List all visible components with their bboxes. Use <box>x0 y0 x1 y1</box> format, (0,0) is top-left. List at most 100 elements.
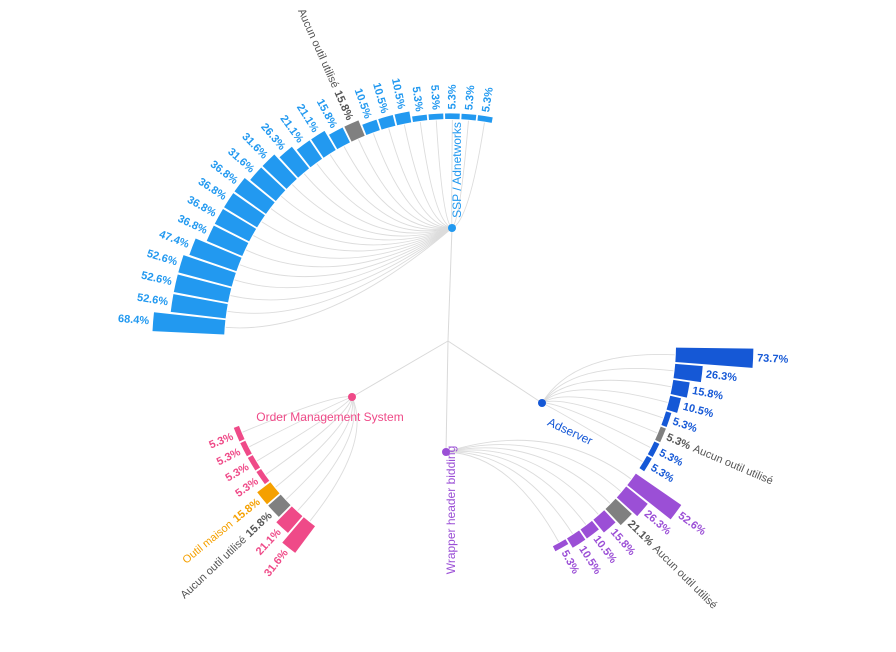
value-label: 52.6% <box>136 292 169 309</box>
link-wrapper-1 <box>445 444 622 492</box>
bar-adserver-5 <box>655 426 666 443</box>
link-ssp-6 <box>253 227 453 259</box>
bars-layer <box>152 111 754 553</box>
category-label <box>113 211 158 238</box>
group-node-ssp <box>448 224 456 232</box>
link-adserver-3 <box>541 389 668 404</box>
value-label: 5.3% <box>428 84 442 110</box>
link-adserver-5 <box>541 400 658 434</box>
value-label: 15.8% <box>691 385 724 403</box>
bar-ssp-23 <box>477 115 493 123</box>
bar-ssp-0 <box>152 312 226 335</box>
bar-label: 73.7% <box>757 352 837 367</box>
bar-adserver-6 <box>647 441 660 457</box>
category-label <box>425 37 440 82</box>
bar-label: 5.3% <box>559 548 605 618</box>
category-label <box>132 192 177 221</box>
hub-link <box>447 227 453 342</box>
bar-oms-0 <box>282 517 316 553</box>
bar-label: 5.3% <box>480 39 503 113</box>
link-wrapper-4 <box>445 450 587 525</box>
link-oms-3 <box>275 396 353 488</box>
group-nodes: SSP / Adnetworks Adserver Wrapper header b… <box>256 122 595 574</box>
bar-adserver-1 <box>673 363 703 383</box>
bar-label: 5.3% <box>463 37 481 111</box>
link-ssp-10 <box>291 184 453 237</box>
link-wrapper-3 <box>445 449 599 515</box>
category-label <box>403 38 421 83</box>
bar-adserver-3 <box>666 395 681 413</box>
link-adserver-4 <box>541 396 664 419</box>
bar-label: 52.6% <box>676 510 747 567</box>
value-label: 5.3% <box>671 416 699 436</box>
link-wrapper-6 <box>445 451 560 543</box>
link-ssp-9 <box>280 195 453 241</box>
link-ssp-19 <box>419 121 453 229</box>
group-label-ssp: SSP / Adnetworks <box>450 122 464 218</box>
bar-label: 5.3% <box>446 36 459 109</box>
value-label: 73.7% <box>757 352 789 365</box>
link-ssp-5 <box>245 227 453 268</box>
bar-ssp-21 <box>445 113 460 120</box>
bar-label: 15.8% <box>691 385 771 411</box>
link-ssp-15 <box>358 139 453 229</box>
category-label <box>70 309 115 324</box>
category-label <box>89 284 134 302</box>
bar-ssp-10 <box>262 154 297 189</box>
bar-ssp-11 <box>279 146 310 178</box>
bar-wrapper-6 <box>552 539 569 552</box>
bar-ssp-1 <box>170 294 228 319</box>
value-label: 52.6% <box>145 248 179 269</box>
bar-ssp-20 <box>428 113 444 120</box>
link-ssp-3 <box>234 227 453 289</box>
link-adserver-6 <box>541 402 651 448</box>
link-ssp-0 <box>225 227 453 329</box>
bar-wrapper-4 <box>580 520 599 539</box>
value-label: 10.5% <box>682 401 715 421</box>
value-label: 10.5% <box>389 77 407 110</box>
value-label: 5.3% <box>410 86 425 113</box>
hub-link <box>351 340 449 398</box>
bar-oms-1 <box>276 506 303 533</box>
value-label: 5.3% <box>463 85 477 111</box>
link-adserver-1 <box>541 368 674 404</box>
value-label: 47.4% <box>157 228 191 250</box>
link-oms-5 <box>256 396 353 462</box>
bar-ssp-2 <box>173 274 232 303</box>
link-ssp-11 <box>303 173 453 234</box>
link-wrapper-2 <box>445 447 611 504</box>
bar-ssp-5 <box>206 225 249 257</box>
category-label <box>99 234 145 258</box>
link-adserver-0 <box>541 354 675 404</box>
bar-oms-6 <box>240 440 252 457</box>
link-oms-0 <box>309 396 358 522</box>
bar-label: 5.3% <box>403 38 425 112</box>
value-label: 26.3% <box>705 369 738 385</box>
hub-link <box>447 340 543 404</box>
category-label <box>447 36 459 80</box>
link-ssp-12 <box>316 163 453 232</box>
category-label <box>93 259 139 280</box>
bar-oms-4 <box>256 468 270 485</box>
value-label: 10.5% <box>370 81 390 114</box>
group-label-wrapper: Wrapper header bidding <box>444 446 458 575</box>
category-label <box>792 354 836 368</box>
category-label <box>704 531 747 567</box>
bar-label: 5.3% <box>425 37 441 111</box>
category-label <box>484 39 503 84</box>
category-label <box>357 35 381 81</box>
category-label <box>379 30 400 76</box>
bar-label: 52.6% <box>89 284 169 308</box>
link-oms-2 <box>285 396 354 500</box>
bar-wrapper-1 <box>616 486 648 517</box>
link-ssp-13 <box>329 154 453 230</box>
bar-adserver-0 <box>675 347 754 368</box>
value-label: 5.3% <box>648 462 676 485</box>
value-label: 5.3% <box>446 84 458 109</box>
bar-ssp-17 <box>378 114 396 130</box>
link-ssp-17 <box>388 128 453 229</box>
bar-label: 26.3% <box>705 369 785 390</box>
bar-wrapper-0 <box>627 473 682 520</box>
group-node-wrapper <box>442 448 450 456</box>
bar-ssp-7 <box>224 193 265 228</box>
